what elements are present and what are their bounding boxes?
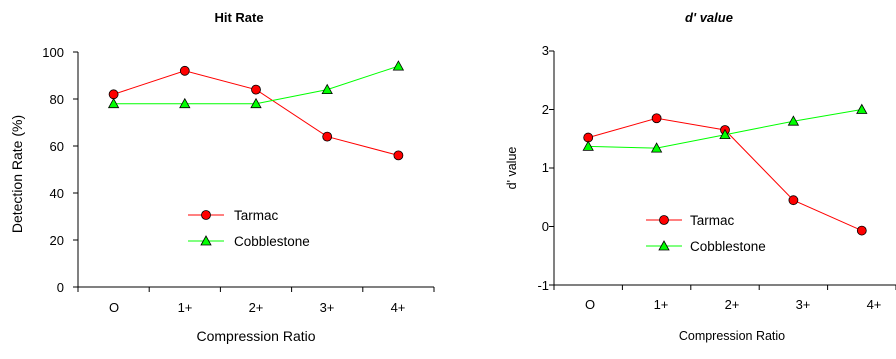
hit-rate-y-tick-label: 60 [50,139,64,154]
hit-rate-chart: Hit Rate Detection Rate (%) Compression … [9,10,435,344]
hit-rate-x-axis-title: Compression Ratio [196,328,315,344]
hit-rate-point-tarmac [179,65,190,76]
hit-rate-y-tick-label: 0 [57,280,64,295]
d-prime-plot-area [549,50,896,290]
legend-marker-circle [201,210,211,220]
hit-rate-point-cobblestone [250,97,262,109]
hit-rate-y-tick-label: 80 [50,92,64,107]
hit-rate-x-tick-label: 1+ [178,300,193,315]
hit-rate-point-cobblestone [392,60,405,71]
legend-label-cobblestone: Cobblestone [234,234,310,249]
d-prime-x-tick-label: 1+ [654,297,669,312]
d-prime-point-cobblestone [787,115,800,126]
hit-rate-point-cobblestone [179,97,191,109]
legend-label-tarmac: Tarmac [234,208,279,223]
hit-rate-point-tarmac [393,150,404,161]
legend-label-tarmac: Tarmac [690,213,735,228]
d-prime-point-cobblestone [719,128,731,140]
d-prime-y-tick-label: -1 [537,278,549,293]
d-prime-chart: d' value d' value Compression Ratio -1 0… [505,10,896,343]
hit-rate-point-tarmac [322,131,333,142]
d-prime-y-tick-label: 2 [542,102,549,117]
hit-rate-title: Hit Rate [214,10,263,25]
legend-marker-triangle [200,235,212,246]
legend-marker-circle [659,215,669,225]
d-prime-y-axis-title: d' value [505,147,519,190]
d-prime-point-tarmac [856,225,867,236]
d-prime-x-tick-label: 3+ [796,297,811,312]
d-prime-point-cobblestone [856,103,868,114]
hit-rate-x-tick-label: 2+ [249,300,264,315]
hit-rate-series-line-tarmac [113,70,399,156]
hit-rate-legend: Tarmac Cobblestone [188,208,310,249]
d-prime-title: d' value [685,10,733,25]
hit-rate-x-tick-label: 4+ [391,300,406,315]
hit-rate-y-tick-label: 100 [42,45,64,60]
d-prime-y-tick-label: 0 [542,219,549,234]
hit-rate-x-tick-label: 3+ [320,300,335,315]
hit-rate-y-tick-label: 40 [50,186,64,201]
legend-label-cobblestone: Cobblestone [690,239,766,254]
hit-rate-point-cobblestone [107,97,120,109]
d-prime-point-cobblestone [650,142,663,153]
hit-rate-point-tarmac [251,84,261,95]
d-prime-legend: Tarmac Cobblestone [646,213,766,254]
d-prime-point-tarmac [651,113,662,124]
d-prime-y-tick-label: 1 [542,160,549,175]
hit-rate-plot-area [73,51,435,292]
d-prime-point-tarmac [788,195,799,206]
d-prime-x-axis-title: Compression Ratio [679,329,785,343]
d-prime-y-tick-label: 3 [542,43,549,58]
hit-rate-point-cobblestone [321,83,333,94]
hit-rate-point-tarmac [108,89,119,100]
d-prime-x-tick-label: 2+ [725,297,740,312]
d-prime-x-tick-label: O [585,297,595,312]
d-prime-point-cobblestone [582,140,594,151]
d-prime-x-tick-label: 4+ [867,297,882,312]
hit-rate-y-tick-label: 20 [50,233,64,248]
legend-marker-triangle [658,240,670,251]
hit-rate-x-tick-label: O [109,300,119,315]
hit-rate-y-axis-title: Detection Rate (%) [9,115,25,233]
